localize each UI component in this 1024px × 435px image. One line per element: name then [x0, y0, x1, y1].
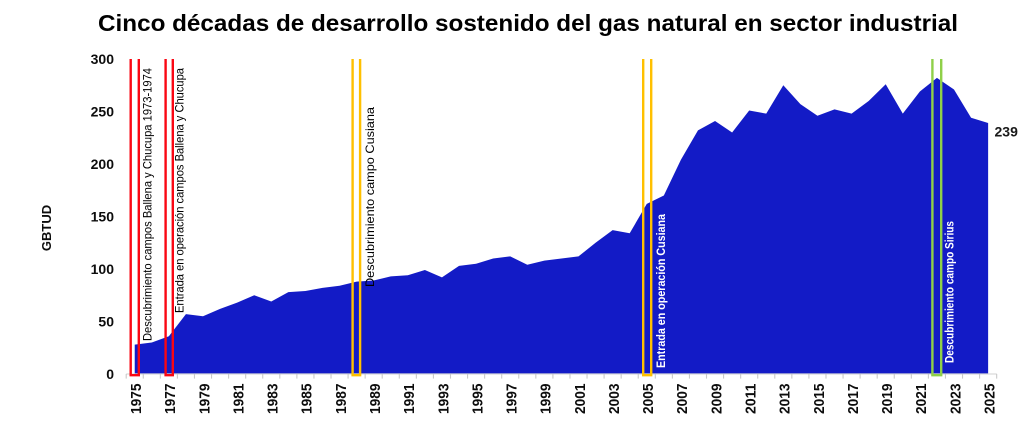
svg-text:239: 239 [995, 124, 1019, 140]
svg-text:2003: 2003 [606, 384, 623, 415]
svg-text:2013: 2013 [777, 384, 794, 415]
svg-text:2001: 2001 [572, 384, 589, 415]
svg-text:100: 100 [91, 261, 115, 277]
svg-text:2023: 2023 [947, 384, 964, 415]
svg-text:Entrada en operación campos Ba: Entrada en operación campos Ballena y Ch… [173, 68, 187, 313]
svg-text:2015: 2015 [811, 384, 828, 415]
svg-text:Cinco décadas de desarrollo so: Cinco décadas de desarrollo sostenido de… [98, 10, 958, 36]
svg-text:2021: 2021 [913, 384, 930, 415]
svg-text:1993: 1993 [435, 384, 452, 415]
svg-text:1985: 1985 [299, 384, 316, 415]
svg-text:1989: 1989 [367, 384, 384, 415]
svg-text:2019: 2019 [879, 384, 896, 415]
svg-text:2011: 2011 [743, 384, 760, 415]
svg-text:1997: 1997 [504, 384, 521, 415]
svg-text:1991: 1991 [401, 384, 418, 415]
svg-text:Descubrimiento campo Sirius: Descubrimiento campo Sirius [945, 221, 957, 363]
svg-text:200: 200 [91, 156, 115, 172]
svg-text:250: 250 [91, 103, 115, 119]
svg-text:1983: 1983 [265, 384, 282, 415]
svg-text:150: 150 [91, 208, 115, 224]
svg-text:2017: 2017 [845, 384, 862, 415]
svg-text:1979: 1979 [196, 384, 213, 415]
svg-text:GBTUD: GBTUD [39, 205, 54, 251]
svg-text:Entrada en operación Cusiana: Entrada en operación Cusiana [656, 213, 668, 368]
svg-text:Descubrimiento campo Cusiana: Descubrimiento campo Cusiana [363, 107, 377, 287]
svg-text:2007: 2007 [674, 384, 691, 415]
svg-text:2009: 2009 [708, 384, 725, 415]
svg-text:300: 300 [91, 51, 115, 67]
svg-text:1999: 1999 [538, 384, 555, 415]
svg-text:1975: 1975 [128, 384, 145, 415]
svg-text:1977: 1977 [162, 384, 179, 415]
svg-text:1981: 1981 [230, 384, 247, 415]
svg-text:50: 50 [98, 313, 114, 329]
svg-text:Descubrimiento campos Ballena: Descubrimiento campos Ballena y Chucupa … [141, 68, 155, 341]
svg-text:0: 0 [106, 366, 114, 382]
svg-text:2025: 2025 [981, 384, 998, 415]
svg-text:1987: 1987 [333, 384, 350, 415]
svg-text:1995: 1995 [469, 384, 486, 415]
svg-text:2005: 2005 [640, 384, 657, 415]
